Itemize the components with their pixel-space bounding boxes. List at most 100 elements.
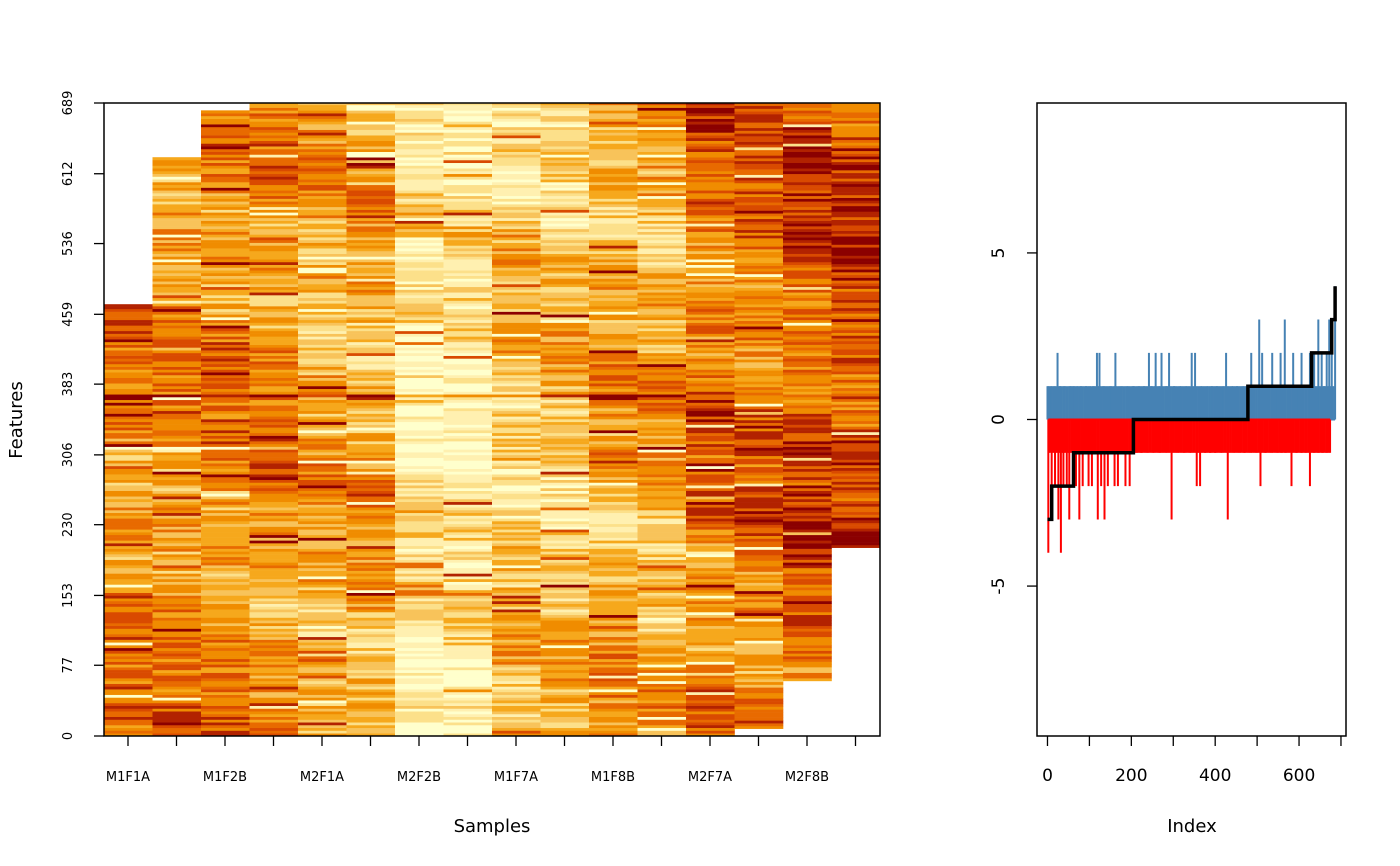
- heatmap-cell: [346, 267, 396, 271]
- heatmap-cell: [298, 570, 347, 574]
- heatmap-cell: [637, 617, 687, 621]
- heatmap-cell: [152, 408, 202, 412]
- heatmap-cell: [249, 286, 299, 290]
- heatmap-cell: [589, 449, 638, 453]
- heatmap-cell: [298, 231, 347, 235]
- heatmap-cell: [104, 650, 153, 654]
- heatmap-cell: [831, 103, 881, 107]
- heatmap-cell: [104, 304, 153, 307]
- heatmap-cell: [589, 267, 638, 271]
- heatmap-cell: [395, 515, 444, 519]
- heatmap-cell: [492, 104, 541, 108]
- heatmap-cell: [346, 529, 396, 533]
- heatmap-cell: [540, 449, 590, 453]
- heatmap-cell: [734, 593, 784, 597]
- heatmap-cell: [249, 496, 299, 500]
- heatmap-cell: [831, 324, 881, 328]
- heatmap-cell: [492, 592, 541, 596]
- heatmap-cell: [346, 187, 396, 191]
- heatmap-cell: [298, 289, 347, 293]
- heatmap-cell: [298, 421, 347, 425]
- heatmap-cell: [783, 600, 832, 605]
- heatmap-cell: [249, 124, 299, 128]
- heatmap-cell: [831, 396, 881, 400]
- heatmap-cell: [831, 252, 881, 256]
- heatmap-cell: [589, 498, 638, 503]
- heatmap-cell: [589, 606, 638, 610]
- heatmap-cell: [152, 424, 202, 428]
- heatmap-y-tick-label: 230: [61, 512, 76, 537]
- heatmap-cell: [686, 482, 735, 486]
- heatmap-cell: [783, 328, 832, 332]
- heatmap-cell: [395, 443, 444, 447]
- heatmap-cell: [492, 110, 541, 114]
- heatmap-cell: [201, 239, 250, 243]
- heatmap-cell: [346, 600, 396, 605]
- heatmap-cell: [152, 366, 202, 370]
- heatmap-cell: [686, 443, 735, 447]
- heatmap-cell: [201, 369, 250, 373]
- heatmap-cell: [201, 611, 250, 616]
- heatmap-cell: [201, 248, 250, 252]
- heatmap-cell: [201, 264, 250, 268]
- heatmap-cell: [492, 190, 541, 194]
- heatmap-cell: [540, 515, 590, 519]
- heatmap-cell: [201, 507, 250, 511]
- heatmap-cell: [589, 487, 638, 491]
- heatmap-cell: [831, 280, 881, 284]
- heatmap-cell: [540, 567, 590, 571]
- heatmap-cell: [589, 537, 638, 541]
- heatmap-cell: [152, 182, 202, 186]
- heatmap-cell: [443, 631, 493, 635]
- heatmap-cell: [734, 362, 784, 366]
- heatmap-cell: [443, 617, 493, 621]
- heatmap-cell: [249, 228, 299, 232]
- heatmap-cell: [589, 573, 638, 577]
- heatmap-cell: [249, 683, 299, 687]
- heatmap-cell: [395, 650, 444, 654]
- heatmap-cell: [443, 223, 493, 227]
- heatmap-cell: [637, 363, 687, 367]
- heatmap-cell: [589, 215, 638, 219]
- heatmap-cell: [104, 540, 153, 544]
- heatmap-cell: [395, 667, 444, 671]
- heatmap-cell: [298, 653, 347, 657]
- heatmap-cell: [346, 245, 396, 249]
- heatmap-cell: [734, 224, 784, 228]
- heatmap-cell: [637, 253, 687, 257]
- heatmap-cell: [686, 306, 735, 310]
- heatmap-cell: [346, 485, 396, 489]
- heatmap-cell: [298, 689, 347, 693]
- heatmap-cell: [686, 190, 735, 194]
- heatmap-cell: [104, 498, 153, 503]
- heatmap-cell: [443, 295, 493, 299]
- heatmap-cell: [686, 545, 735, 549]
- heatmap-cell: [540, 587, 590, 591]
- heatmap-cell: [152, 548, 202, 552]
- heatmap-cell: [686, 532, 735, 536]
- heatmap-cell: [734, 364, 784, 368]
- heatmap-cell: [152, 722, 202, 726]
- heatmap-cell: [686, 705, 735, 709]
- heatmap-cell: [589, 184, 638, 188]
- heatmap-cell: [637, 443, 687, 447]
- heatmap-cell: [783, 198, 832, 202]
- heatmap-cell: [637, 496, 687, 500]
- heatmap-cell: [589, 656, 638, 660]
- heatmap-cell: [734, 254, 784, 258]
- heatmap-cell: [443, 589, 493, 593]
- heatmap-cell: [783, 259, 832, 263]
- heatmap-cell: [298, 589, 347, 593]
- heatmap-cell: [249, 454, 299, 458]
- heatmap-cell: [492, 399, 541, 403]
- heatmap-cell: [831, 459, 881, 463]
- heatmap-cell: [249, 374, 299, 378]
- heatmap-cell: [249, 350, 299, 354]
- heatmap-cell: [104, 686, 153, 690]
- heatmap-cell: [298, 565, 347, 569]
- heatmap-cell: [201, 496, 250, 500]
- heatmap-cell: [492, 578, 541, 582]
- heatmap-cell: [492, 617, 541, 621]
- heatmap-cell: [346, 658, 396, 662]
- heatmap-cell: [152, 231, 202, 235]
